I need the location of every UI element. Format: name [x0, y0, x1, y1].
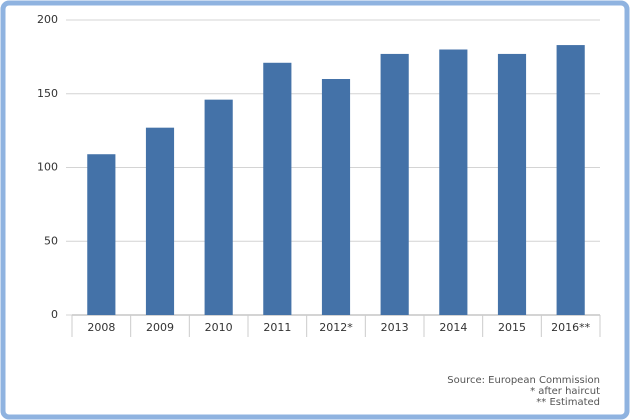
bar — [263, 62, 292, 316]
note: ** Estimated — [536, 397, 600, 408]
bar — [204, 99, 233, 316]
bar — [380, 53, 409, 316]
x-tick-label: 2010 — [205, 321, 233, 334]
bar — [321, 79, 351, 315]
y-tick-label: 50 — [44, 234, 58, 247]
x-tick-label: 2009 — [146, 321, 174, 334]
bar — [556, 45, 585, 315]
note: * after haircut — [530, 386, 600, 397]
bar — [145, 127, 175, 315]
x-tick-label: 2012* — [319, 321, 353, 334]
bar — [439, 49, 468, 315]
y-tick-label: 0 — [51, 308, 58, 321]
x-tick-label: 2011 — [263, 321, 291, 334]
bar — [87, 154, 116, 315]
x-tick-label: 2014 — [439, 321, 467, 334]
bar — [497, 53, 527, 316]
x-tick-label: 2008 — [87, 321, 115, 334]
y-tick-label: 150 — [37, 87, 58, 100]
x-tick-label: 2013 — [381, 321, 409, 334]
y-tick-label: 100 — [37, 161, 58, 174]
x-tick-label: 2016** — [551, 321, 590, 334]
x-tick-label: 2015 — [498, 321, 526, 334]
note: Source: European Commission — [447, 375, 600, 386]
y-tick-label: 200 — [37, 13, 58, 26]
